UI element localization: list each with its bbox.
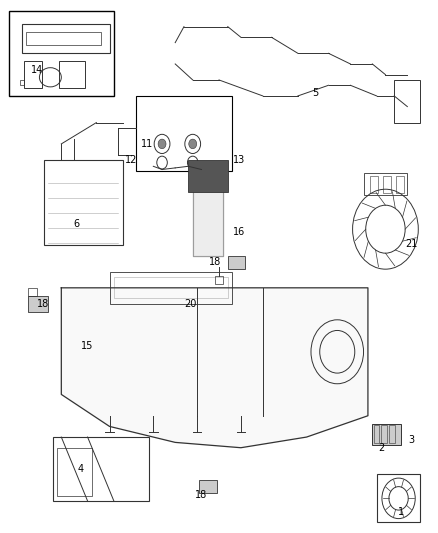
Bar <box>374 425 379 443</box>
Text: 16: 16 <box>233 227 245 237</box>
Text: 20: 20 <box>184 299 197 309</box>
Bar <box>57 448 92 496</box>
Text: 11: 11 <box>141 139 153 149</box>
Bar <box>28 296 48 312</box>
Bar <box>26 32 101 45</box>
Text: 13: 13 <box>233 155 245 165</box>
Bar <box>381 425 387 443</box>
Text: 3: 3 <box>409 435 415 445</box>
Text: 21: 21 <box>406 239 418 249</box>
Bar <box>136 96 232 171</box>
Text: 1: 1 <box>398 507 404 516</box>
Bar <box>193 176 223 256</box>
Polygon shape <box>61 288 368 448</box>
Bar <box>377 474 420 522</box>
Bar <box>53 437 149 501</box>
Bar <box>396 176 404 193</box>
Bar <box>22 24 110 53</box>
Text: 15: 15 <box>81 342 94 351</box>
Text: 4: 4 <box>78 464 84 474</box>
Bar <box>199 480 217 493</box>
Bar <box>24 61 42 88</box>
Bar <box>20 80 24 85</box>
Bar <box>59 61 85 88</box>
Bar <box>215 276 223 284</box>
Text: 2: 2 <box>378 443 384 453</box>
Bar <box>188 160 228 192</box>
Circle shape <box>158 139 166 149</box>
Bar <box>228 256 245 269</box>
Circle shape <box>189 139 197 149</box>
Bar <box>28 288 37 296</box>
Bar <box>364 173 407 195</box>
Bar <box>44 160 123 245</box>
Text: 6: 6 <box>74 219 80 229</box>
Text: 14: 14 <box>31 66 43 75</box>
Text: 12: 12 <box>125 155 138 165</box>
Text: 18: 18 <box>195 490 208 499</box>
Bar <box>9 11 114 96</box>
Bar <box>370 176 378 193</box>
Bar <box>383 176 391 193</box>
Text: 5: 5 <box>312 88 318 98</box>
Bar <box>372 424 401 445</box>
Bar <box>110 272 232 304</box>
Text: 18: 18 <box>208 257 221 267</box>
Bar <box>389 425 395 443</box>
Text: 18: 18 <box>37 299 49 309</box>
Bar <box>114 277 228 298</box>
Bar <box>394 80 420 123</box>
